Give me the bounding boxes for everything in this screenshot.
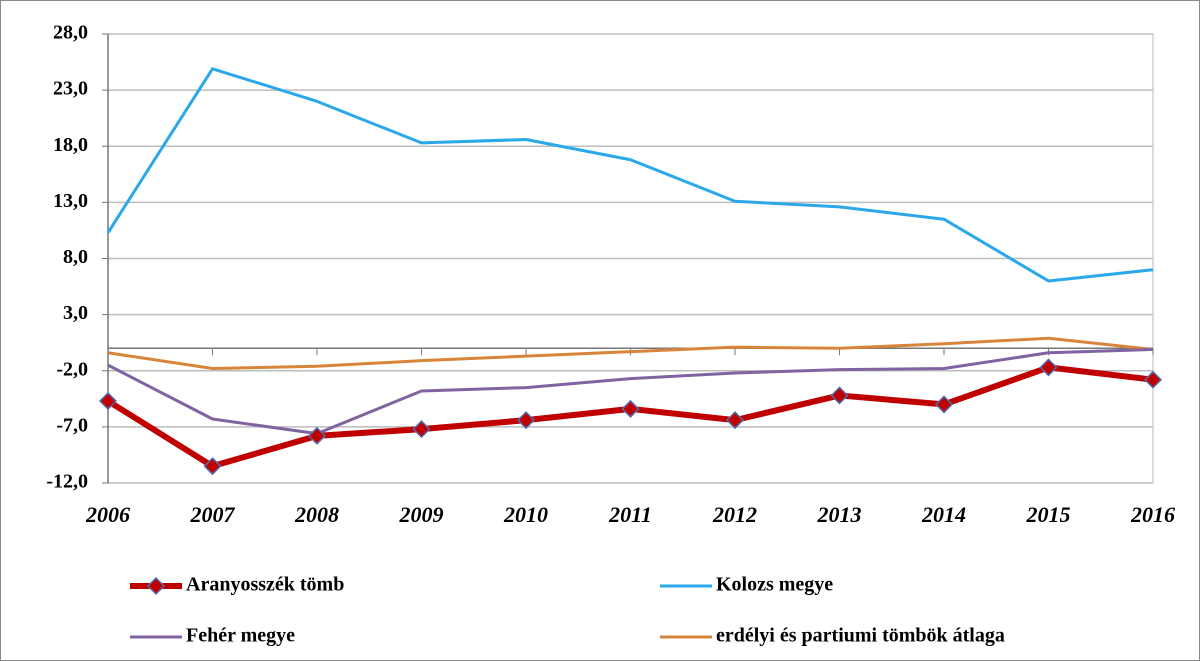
x-tick-label: 2014 <box>921 502 966 527</box>
x-tick-label: 2008 <box>294 502 339 527</box>
series-marker <box>725 411 745 430</box>
series-marker <box>830 386 849 405</box>
series-marker <box>412 420 431 439</box>
series-marker <box>203 457 222 476</box>
y-tick-label: 13,0 <box>53 190 88 212</box>
x-tick-label: 2007 <box>190 502 236 527</box>
series-marker <box>98 391 118 411</box>
legend-label: Kolozs megye <box>716 574 833 596</box>
series-marker <box>1143 370 1163 389</box>
x-tick-label: 2010 <box>503 502 548 527</box>
series-marker <box>307 426 327 445</box>
series-line <box>107 336 1154 371</box>
x-tick-label: 2006 <box>85 502 130 527</box>
x-tick-label: 2013 <box>817 502 862 527</box>
y-tick-label: 3,0 <box>63 302 88 324</box>
y-tick-label: 8,0 <box>63 246 88 268</box>
legend-marker <box>146 576 166 596</box>
legend-label: Fehér megye <box>186 625 295 647</box>
series-marker <box>934 395 954 414</box>
x-tick-label: 2012 <box>712 502 757 527</box>
legend-label: Aranyosszék tömb <box>186 574 344 596</box>
y-tick-label: 23,0 <box>53 78 88 100</box>
x-tick-label: 2009 <box>399 502 444 527</box>
y-tick-label: -12,0 <box>46 471 88 493</box>
y-tick-label: 18,0 <box>53 134 88 156</box>
y-tick-label: 28,0 <box>53 22 88 44</box>
series-line <box>106 67 1154 283</box>
legend-label: erdélyi és partiumi tömbök átlaga <box>716 625 1005 647</box>
y-tick-label: -7,0 <box>56 414 88 436</box>
y-tick-label: -2,0 <box>56 358 88 380</box>
series-marker <box>1039 358 1058 377</box>
series-marker <box>516 411 536 430</box>
x-tick-label: 2016 <box>1130 502 1175 527</box>
series-line <box>107 347 1154 436</box>
series-marker <box>621 399 640 418</box>
x-tick-label: 2015 <box>1026 502 1071 527</box>
x-tick-label: 2011 <box>608 502 652 527</box>
